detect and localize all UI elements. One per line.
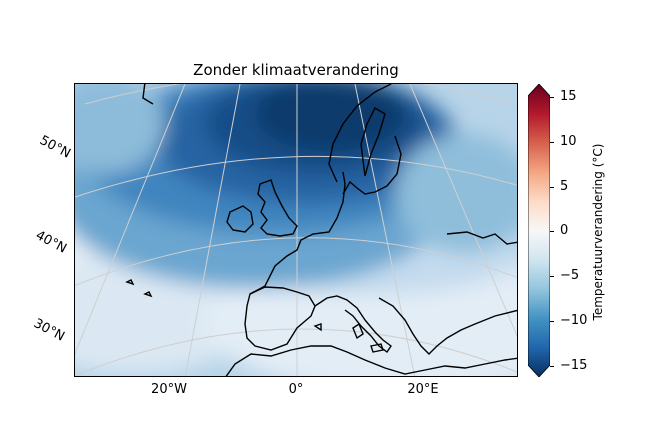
cbar-tick-5: 5 [560,179,569,194]
lat-label-50: 50°N [36,133,73,162]
colorbar-label: Temperatuurverandering (°C) [591,143,605,321]
lat-label-40: 40°N [32,228,69,257]
cbar-tickmark [550,187,554,188]
cbar-tick-m15: −15 [560,358,588,373]
cbar-tickmark [550,276,554,277]
cbar-tickmark [550,97,554,98]
lat-label-30: 30°N [30,316,67,345]
cbar-tickmark [550,231,554,232]
temperature-field [75,84,517,376]
map-title: Zonder klimaatverandering [193,61,399,79]
lon-label-0: 0° [288,382,304,397]
coastlines [125,84,517,376]
lon-label-20w: 20°W [151,382,187,397]
colorbar [528,84,550,377]
map-canvas [75,84,517,376]
colorbar-body [528,84,550,377]
lon-label-20e: 20°E [407,382,439,397]
cbar-tick-10: 10 [560,134,577,149]
cbar-tick-m10: −10 [560,313,588,328]
cbar-tickmark [550,366,554,367]
cbar-tick-m5: −5 [560,268,580,283]
cbar-tickmark [550,142,554,143]
cbar-tickmark [550,321,554,322]
cbar-tick-15: 15 [560,89,577,104]
temperature-map[interactable] [74,83,518,377]
cbar-tick-0: 0 [560,223,569,238]
